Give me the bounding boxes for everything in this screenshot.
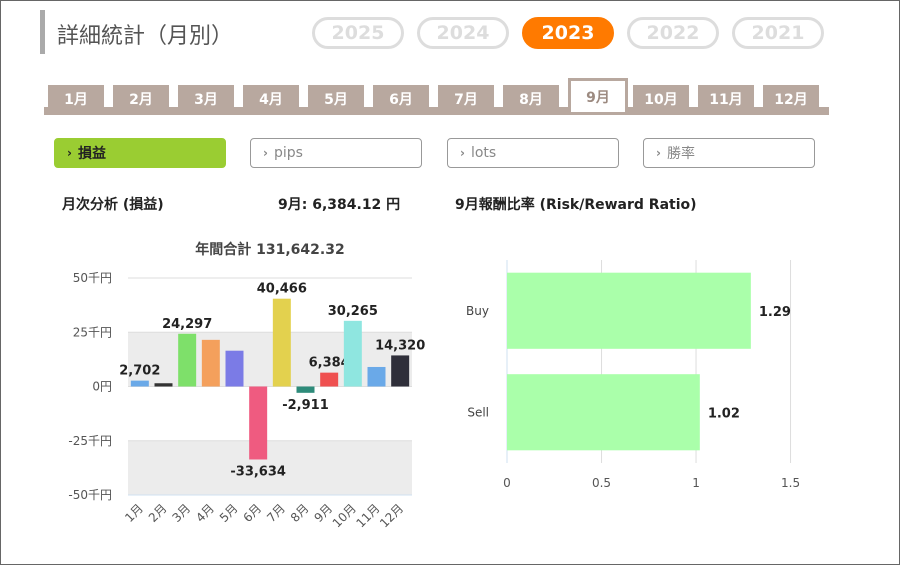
x-tick-label: 4月 (193, 501, 217, 525)
y-tick-label: -25千円 (68, 434, 112, 448)
data-label: 30,265 (328, 304, 378, 319)
chevron-right-icon: › (67, 146, 72, 160)
data-label: -2,911 (282, 398, 329, 413)
y-tick-label: 25千円 (73, 325, 112, 339)
month-tab-11[interactable]: 11月 (698, 85, 754, 113)
month-tab-2[interactable]: 2月 (113, 85, 169, 113)
chevron-right-icon: › (263, 146, 268, 160)
profit-filter-button[interactable]: › 損益 (54, 138, 226, 168)
y-tick-label: -50千円 (68, 488, 112, 502)
y-tick-label: 0円 (92, 380, 112, 394)
bar-7 (272, 298, 291, 387)
x-tick-label: 8月 (288, 501, 312, 525)
x-tick-label: 5月 (217, 501, 241, 525)
band-upper (128, 332, 412, 387)
data-label: 2,702 (119, 364, 160, 379)
filter-label: 損益 (77, 146, 106, 162)
filter-label: pips (273, 145, 303, 161)
bar-3 (178, 333, 197, 387)
bar-11 (367, 366, 386, 387)
month-tab-12[interactable]: 12月 (763, 85, 819, 113)
risk-reward-chart: 0 0.5 1 1.5 Buy 1.29 Sell 1.02 (466, 260, 800, 490)
data-label: 24,297 (162, 317, 212, 332)
x-tick-label: 7月 (264, 501, 288, 525)
bar-8 (296, 386, 315, 393)
x-tick-label: 10月 (330, 501, 359, 530)
bar-9 (320, 372, 339, 387)
chevron-right-icon: › (656, 146, 661, 160)
data-label: 1.02 (708, 406, 740, 421)
page-title: 詳細統計（月別） (57, 24, 234, 49)
band-lower (128, 440, 412, 495)
year-selector: 2025 2024 2023 2022 2021 (312, 17, 824, 49)
y-tick-label: 50千円 (73, 271, 112, 285)
pips-filter-button[interactable]: › pips (250, 138, 422, 168)
month-tab-10[interactable]: 10月 (633, 85, 689, 113)
filter-label: 勝率 (666, 146, 695, 162)
year-tab-2023[interactable]: 2023 (522, 17, 614, 49)
x-tick-label: 1 (692, 476, 700, 490)
year-tab-2022[interactable]: 2022 (627, 17, 719, 49)
x-tick-label: 1月 (122, 501, 146, 525)
bar-1 (130, 380, 149, 387)
chevron-right-icon: › (460, 146, 465, 160)
left-panel-heading: 月次分析 (損益) (62, 197, 164, 213)
y-tick-label: Sell (467, 405, 489, 419)
x-tick-label: 6月 (241, 501, 265, 525)
bar-buy (507, 272, 751, 349)
x-tick-label: 11月 (353, 501, 382, 530)
lots-filter-button[interactable]: › lots (447, 138, 619, 168)
month-tabs-bar (44, 107, 829, 115)
bar-12 (391, 355, 410, 387)
x-tick-label: 12月 (377, 501, 406, 530)
y-tick-label: Buy (466, 304, 489, 318)
filter-label: lots (470, 145, 497, 161)
month-tab-9[interactable]: 9月 (568, 78, 628, 112)
x-tick-label: 2月 (146, 501, 170, 525)
data-label: 40,466 (257, 282, 307, 297)
bar-sell (507, 374, 700, 451)
bar-4 (201, 339, 220, 387)
bar-6 (249, 386, 268, 460)
month-tab-6[interactable]: 6月 (373, 85, 429, 113)
title-area: 詳細統計（月別） (40, 10, 233, 54)
monthly-pl-chart: 50千円 25千円 0円 -25千円 -50千円 年間合計 131,642.32 2,702… (68, 241, 425, 530)
month-tab-1[interactable]: 1月 (48, 85, 104, 113)
chart-title: 年間合計 131,642.32 (195, 241, 344, 258)
data-label: 14,320 (375, 338, 425, 353)
month-tab-5[interactable]: 5月 (308, 85, 364, 113)
data-label: 1.29 (759, 305, 791, 320)
bar-2 (154, 383, 173, 387)
right-panel-heading: 9月報酬比率 (Risk/Reward Ratio) (455, 197, 697, 213)
x-tick-label: 1.5 (781, 476, 800, 490)
x-tick-label: 0.5 (592, 476, 611, 490)
data-label: -33,634 (230, 464, 286, 479)
month-tab-8[interactable]: 8月 (503, 85, 559, 113)
year-tab-2025[interactable]: 2025 (312, 17, 404, 49)
month-tab-4[interactable]: 4月 (243, 85, 299, 113)
bar-5 (225, 350, 244, 387)
month-summary: 9月: 6,384.12 円 (278, 197, 401, 213)
x-tick-label: 3月 (170, 501, 194, 525)
year-tab-2024[interactable]: 2024 (417, 17, 509, 49)
x-tick-label: 0 (503, 476, 511, 490)
winrate-filter-button[interactable]: › 勝率 (643, 138, 815, 168)
month-tab-7[interactable]: 7月 (438, 85, 494, 113)
bar-10 (343, 320, 362, 387)
month-tab-3[interactable]: 3月 (178, 85, 234, 113)
data-label: 6,384 (309, 356, 350, 371)
year-tab-2021[interactable]: 2021 (732, 17, 824, 49)
